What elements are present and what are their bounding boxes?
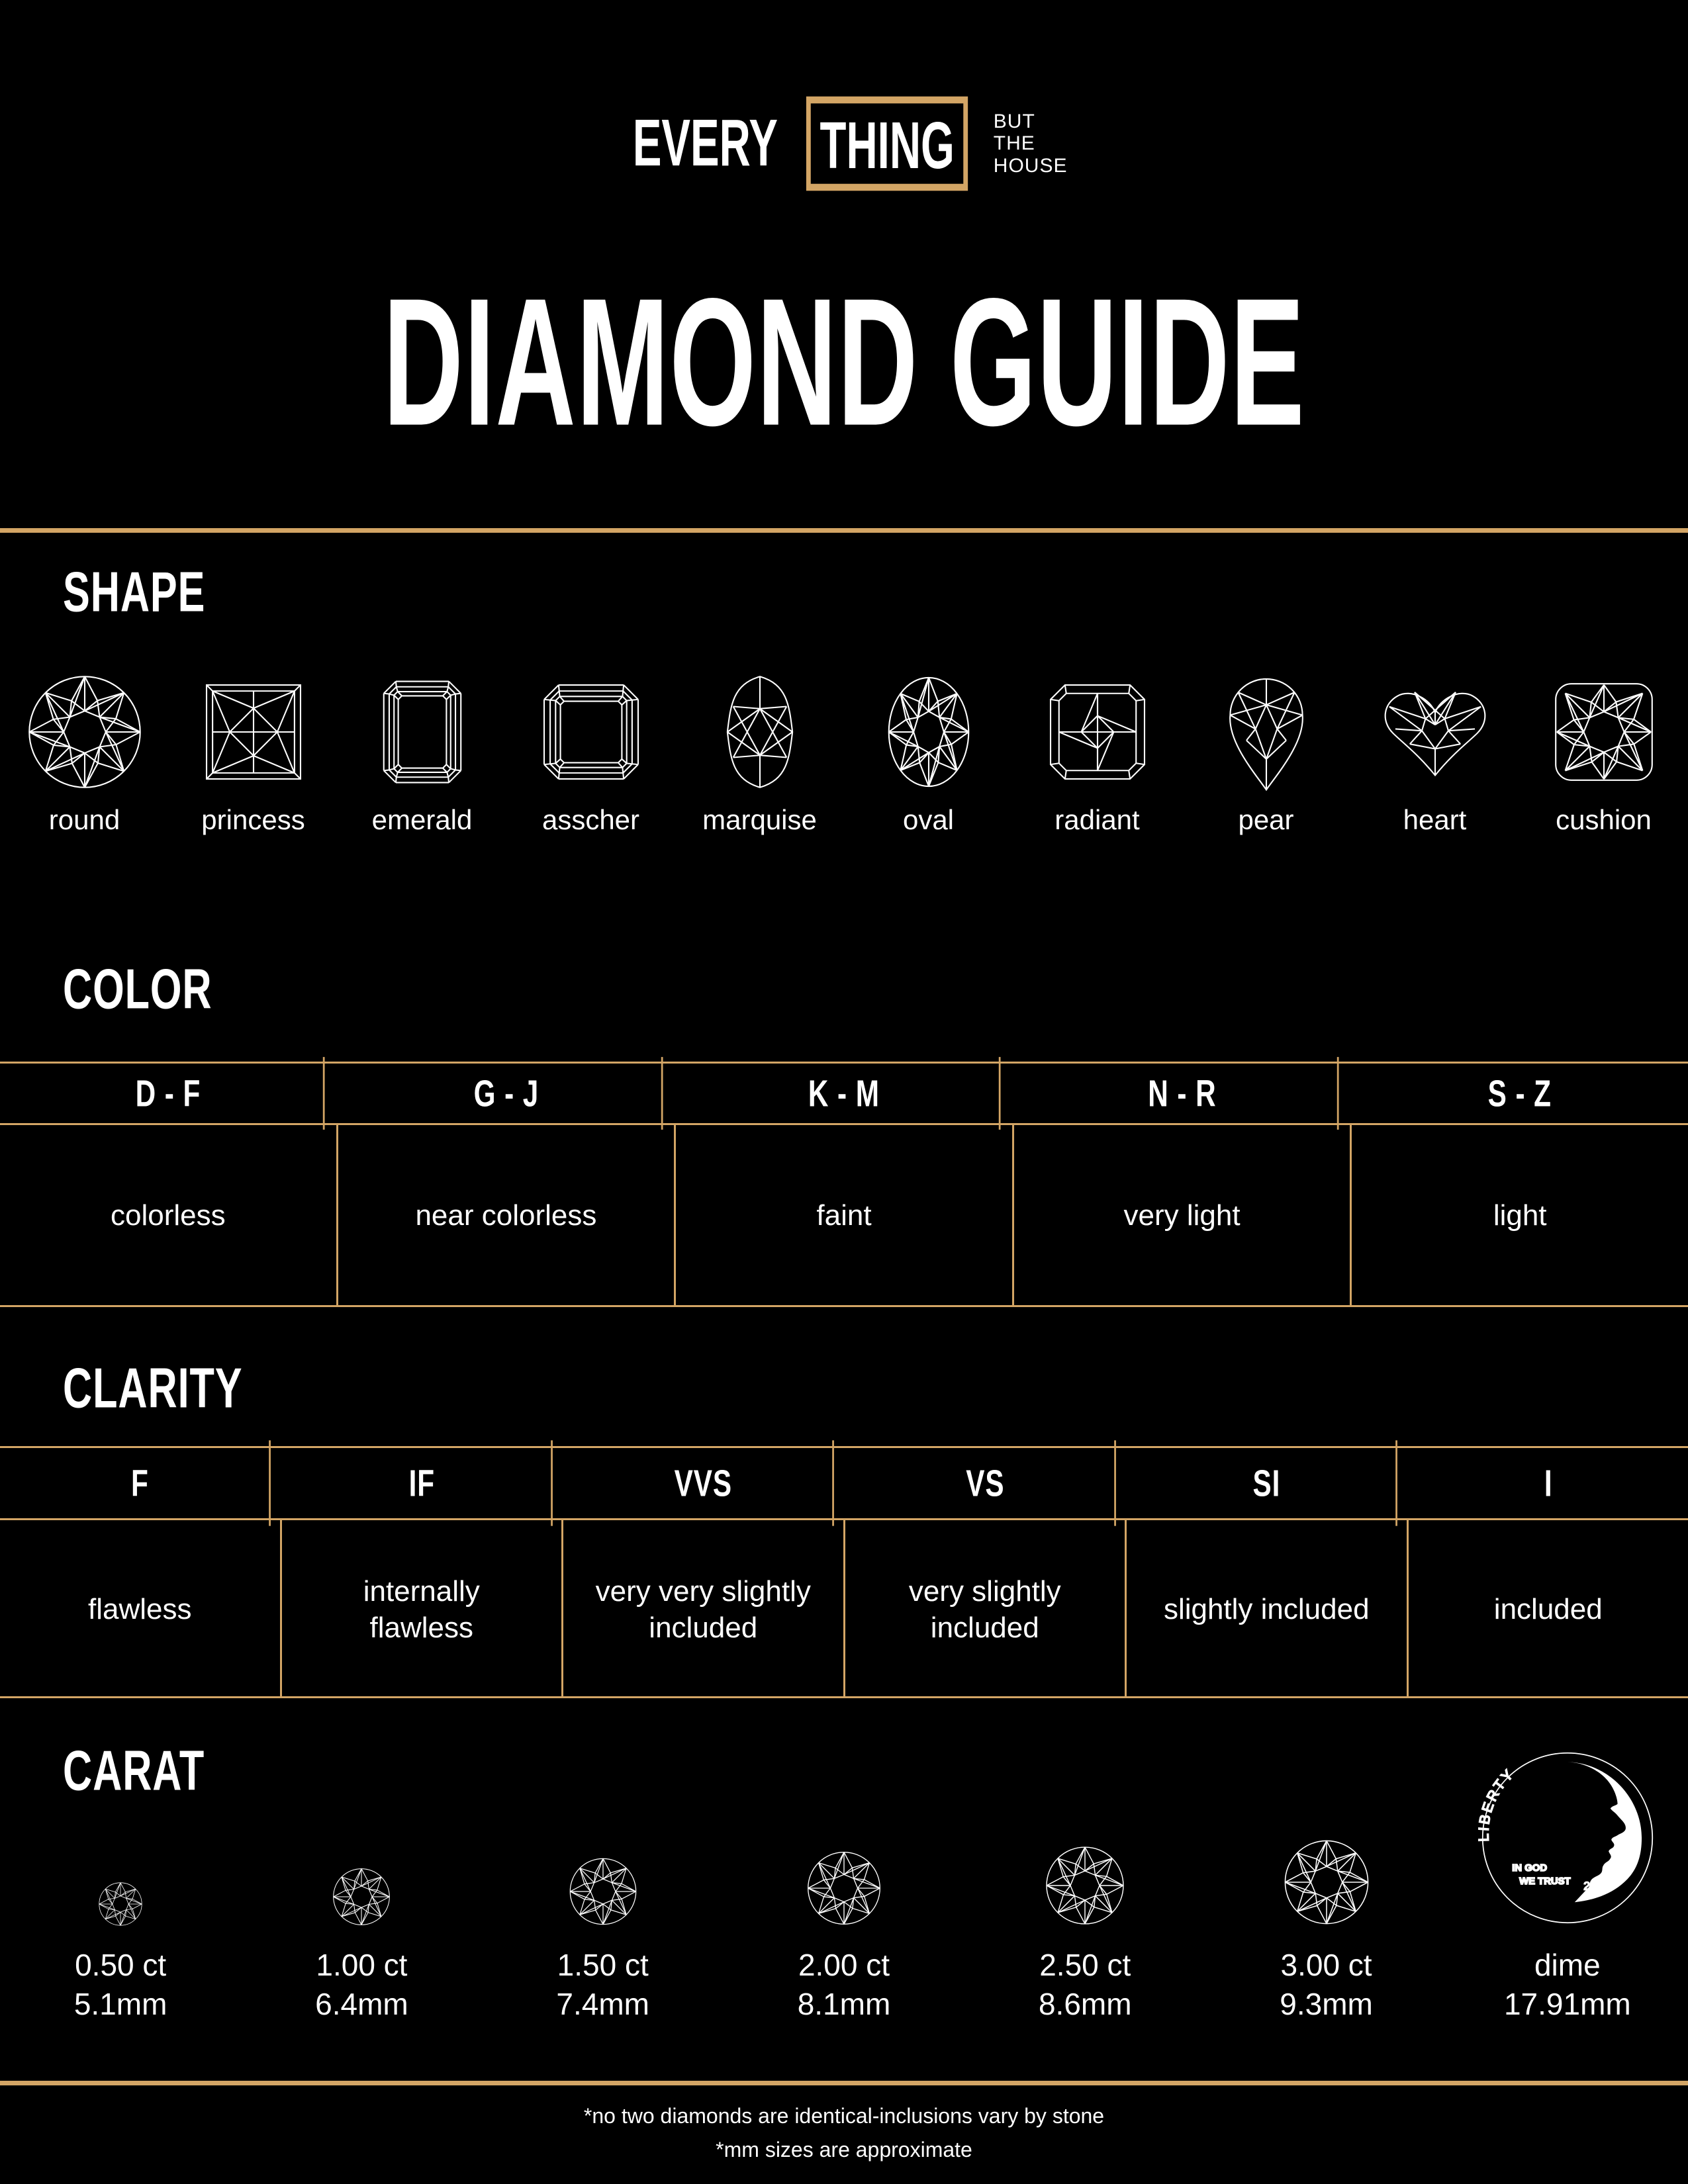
svg-text:WE TRUST: WE TRUST (1519, 1876, 1571, 1887)
svg-text:IN GOD: IN GOD (1512, 1863, 1547, 1874)
svg-text:2022: 2022 (1583, 1879, 1609, 1892)
svg-text:LIBERTY: LIBERTY (1478, 1765, 1518, 1843)
